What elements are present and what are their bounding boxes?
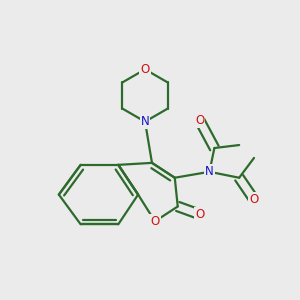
Text: O: O — [150, 215, 160, 228]
Text: O: O — [249, 193, 259, 206]
Text: O: O — [140, 63, 150, 76]
Text: O: O — [195, 114, 204, 127]
Text: O: O — [195, 208, 204, 221]
Text: N: N — [141, 115, 149, 128]
Text: N: N — [205, 165, 214, 178]
